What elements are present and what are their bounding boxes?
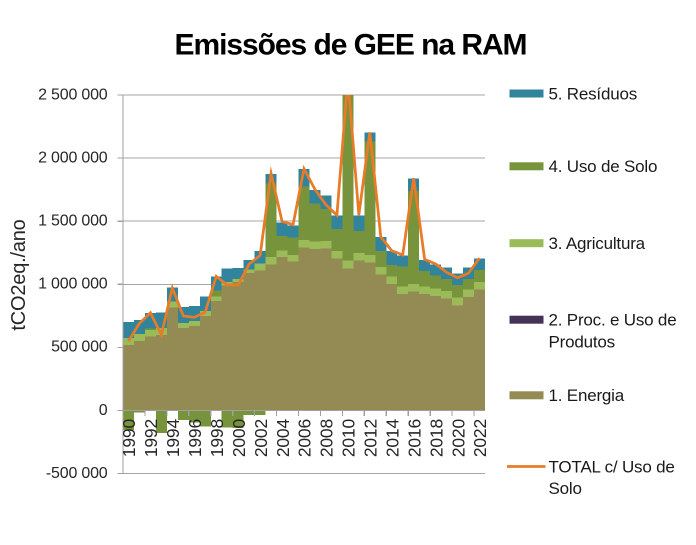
svg-text:2004: 2004 [273, 419, 293, 458]
svg-text:2. Proc. e Uso de: 2. Proc. e Uso de [549, 311, 677, 330]
svg-text:4. Uso de Solo: 4. Uso de Solo [549, 157, 658, 176]
svg-text:TOTAL c/ Uso de: TOTAL c/ Uso de [549, 457, 675, 476]
svg-text:Solo: Solo [549, 479, 582, 498]
svg-text:2016: 2016 [404, 419, 424, 457]
svg-text:1996: 1996 [185, 419, 205, 457]
svg-text:1 500 000: 1 500 000 [38, 213, 108, 230]
svg-text:2 500 000: 2 500 000 [38, 86, 108, 103]
svg-text:-500 000: -500 000 [46, 465, 108, 482]
svg-text:1. Energia: 1. Energia [549, 386, 625, 405]
svg-text:3. Agricultura: 3. Agricultura [549, 234, 646, 253]
svg-text:2000: 2000 [229, 419, 249, 458]
svg-text:2006: 2006 [295, 419, 315, 457]
svg-text:tCO2eq./ano: tCO2eq./ano [8, 219, 30, 330]
svg-text:1 000 000: 1 000 000 [38, 276, 108, 293]
svg-text:5. Resíduos: 5. Resíduos [549, 84, 638, 103]
svg-text:0: 0 [99, 402, 108, 419]
svg-text:Emissões de GEE na RAM: Emissões de GEE na RAM [174, 29, 526, 62]
svg-text:2018: 2018 [426, 419, 446, 457]
svg-text:2010: 2010 [339, 419, 359, 458]
svg-text:500 000: 500 000 [51, 339, 108, 356]
svg-text:1990: 1990 [119, 419, 139, 458]
svg-text:2022: 2022 [470, 419, 490, 457]
svg-text:2014: 2014 [382, 419, 402, 458]
svg-text:1994: 1994 [163, 419, 183, 458]
svg-text:2012: 2012 [361, 419, 381, 457]
svg-text:1998: 1998 [207, 419, 227, 457]
svg-text:2 000 000: 2 000 000 [38, 149, 108, 166]
svg-text:2020: 2020 [448, 419, 468, 458]
svg-text:1992: 1992 [141, 419, 161, 457]
svg-text:2008: 2008 [317, 419, 337, 457]
svg-text:2002: 2002 [251, 419, 271, 457]
svg-text:Produtos: Produtos [549, 332, 615, 351]
